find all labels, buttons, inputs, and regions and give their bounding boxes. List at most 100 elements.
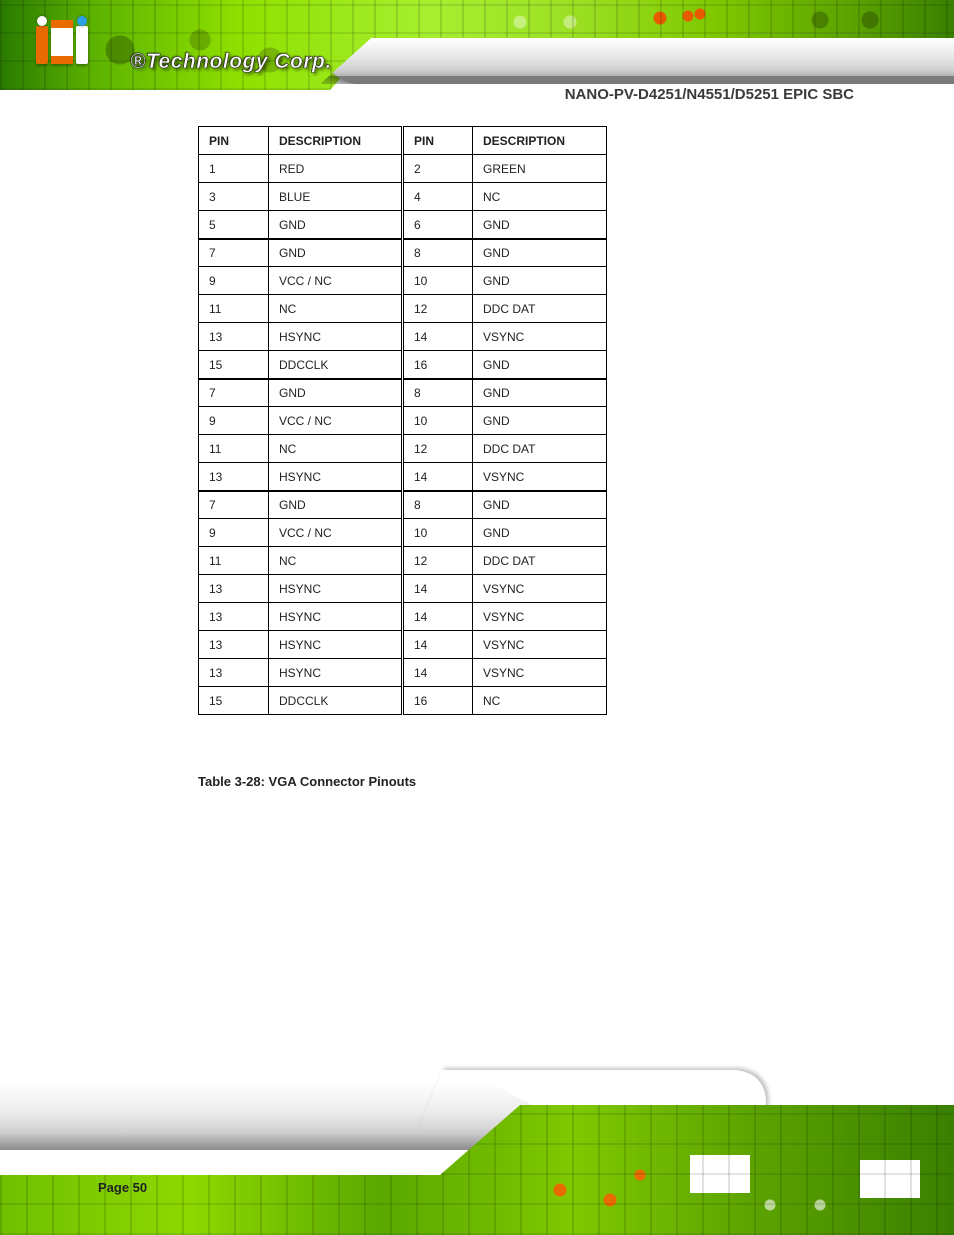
cell-pin: 9 — [199, 407, 269, 435]
logo — [36, 20, 88, 64]
cell-desc: GND — [269, 239, 403, 267]
cell-desc: VCC / NC — [269, 267, 403, 295]
cell-pin: 10 — [403, 407, 473, 435]
table-row: 7GND8GND — [199, 239, 607, 267]
table-row: 13HSYNC14VSYNC — [199, 631, 607, 659]
col-desc-right: DESCRIPTION — [473, 127, 607, 155]
cell-pin: 2 — [403, 155, 473, 183]
cell-desc: VSYNC — [473, 659, 607, 687]
cell-pin: 11 — [199, 295, 269, 323]
cell-desc: VSYNC — [473, 463, 607, 491]
cell-desc: VCC / NC — [269, 519, 403, 547]
table-row: 13HSYNC14VSYNC — [199, 323, 607, 351]
table-row: 15DDCCLK16NC — [199, 687, 607, 715]
cell-desc: GND — [473, 351, 607, 379]
cell-pin: 14 — [403, 631, 473, 659]
cell-desc: GND — [269, 491, 403, 519]
logo-e-icon — [51, 20, 73, 64]
cell-desc: GND — [473, 519, 607, 547]
cell-pin: 12 — [403, 295, 473, 323]
cell-desc: VSYNC — [473, 631, 607, 659]
cell-desc: NC — [269, 295, 403, 323]
table-row: 11NC12DDC DAT — [199, 435, 607, 463]
cell-pin: 15 — [199, 351, 269, 379]
cell-desc: DDCCLK — [269, 351, 403, 379]
cell-desc: BLUE — [269, 183, 403, 211]
cell-desc: HSYNC — [269, 659, 403, 687]
cell-pin: 9 — [199, 267, 269, 295]
cell-pin: 11 — [199, 547, 269, 575]
brand-text: ®Technology Corp. — [130, 50, 332, 74]
cell-desc: GND — [473, 379, 607, 407]
cell-desc: GND — [269, 379, 403, 407]
cell-desc: HSYNC — [269, 323, 403, 351]
col-desc-left: DESCRIPTION — [269, 127, 403, 155]
table-row: 3BLUE4NC — [199, 183, 607, 211]
cell-desc: HSYNC — [269, 631, 403, 659]
table-row: 11NC12DDC DAT — [199, 295, 607, 323]
cell-pin: 14 — [403, 659, 473, 687]
cell-desc: VSYNC — [473, 323, 607, 351]
cell-desc: NC — [473, 183, 607, 211]
cell-desc: HSYNC — [269, 603, 403, 631]
cell-pin: 11 — [199, 435, 269, 463]
pinout-table: PIN DESCRIPTION PIN DESCRIPTION 1RED2GRE… — [198, 126, 607, 715]
table-row: 9VCC / NC10GND — [199, 407, 607, 435]
table-row: 13HSYNC14VSYNC — [199, 659, 607, 687]
cell-pin: 16 — [403, 687, 473, 715]
table-row: 9VCC / NC10GND — [199, 519, 607, 547]
cell-desc: NC — [269, 435, 403, 463]
table-row: 9VCC / NC10GND — [199, 267, 607, 295]
cell-desc: GND — [473, 407, 607, 435]
cell-pin: 14 — [403, 575, 473, 603]
cell-desc: GND — [473, 267, 607, 295]
header-swoosh — [320, 38, 954, 84]
cell-desc: DDC DAT — [473, 547, 607, 575]
cell-desc: NC — [473, 687, 607, 715]
cell-pin: 7 — [199, 239, 269, 267]
cell-pin: 12 — [403, 435, 473, 463]
logo-i2-icon — [76, 26, 88, 64]
cell-pin: 13 — [199, 323, 269, 351]
cell-desc: RED — [269, 155, 403, 183]
document-title: NANO-PV-D4251/N4551/D5251 EPIC SBC — [565, 86, 854, 103]
table-row: 13HSYNC14VSYNC — [199, 603, 607, 631]
cell-pin: 14 — [403, 323, 473, 351]
table-row: 13HSYNC14VSYNC — [199, 463, 607, 491]
cell-pin: 7 — [199, 379, 269, 407]
cell-pin: 6 — [403, 211, 473, 239]
cell-desc: DDCCLK — [269, 687, 403, 715]
table-caption: Table 3-28: VGA Connector Pinouts — [198, 774, 416, 789]
cell-desc: NC — [269, 547, 403, 575]
cell-desc: DDC DAT — [473, 435, 607, 463]
table-row: 7GND8GND — [199, 379, 607, 407]
logo-i1-icon — [36, 26, 48, 64]
cell-pin: 13 — [199, 463, 269, 491]
cell-desc: GREEN — [473, 155, 607, 183]
cell-desc: GND — [269, 211, 403, 239]
table-row: 5GND6GND — [199, 211, 607, 239]
cell-pin: 13 — [199, 659, 269, 687]
cell-pin: 4 — [403, 183, 473, 211]
cell-pin: 8 — [403, 239, 473, 267]
cell-pin: 1 — [199, 155, 269, 183]
footer-banner: Page 50 — [0, 1055, 954, 1235]
cell-pin: 16 — [403, 351, 473, 379]
cell-desc: VSYNC — [473, 575, 607, 603]
cell-pin: 9 — [199, 519, 269, 547]
col-pin-left: PIN — [199, 127, 269, 155]
logo-mark — [36, 20, 88, 64]
cell-pin: 3 — [199, 183, 269, 211]
table-header-row: PIN DESCRIPTION PIN DESCRIPTION — [199, 127, 607, 155]
cell-pin: 14 — [403, 603, 473, 631]
table-row: 13HSYNC14VSYNC — [199, 575, 607, 603]
cell-pin: 10 — [403, 519, 473, 547]
table-row: 1RED2GREEN — [199, 155, 607, 183]
cell-desc: GND — [473, 491, 607, 519]
cell-desc: HSYNC — [269, 575, 403, 603]
cell-desc: VCC / NC — [269, 407, 403, 435]
cell-pin: 13 — [199, 603, 269, 631]
cell-desc: HSYNC — [269, 463, 403, 491]
brand-reg: ® — [130, 50, 146, 73]
cell-pin: 13 — [199, 631, 269, 659]
